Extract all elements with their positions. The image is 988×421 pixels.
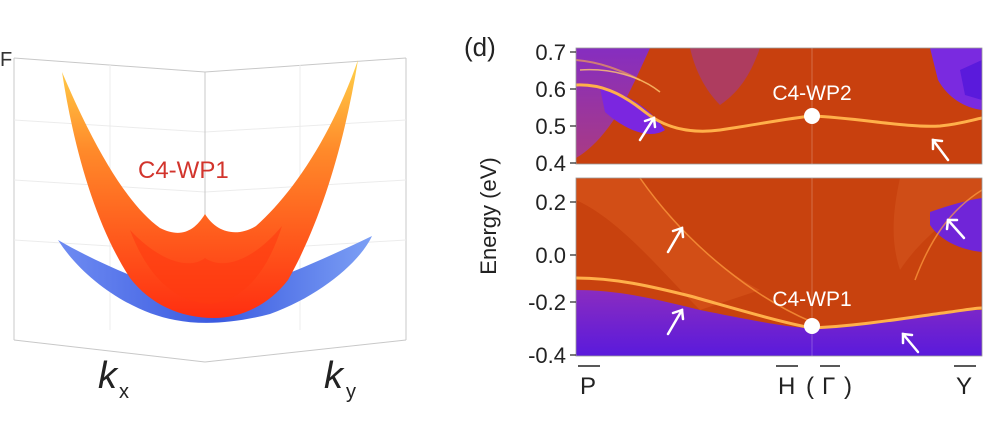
c4-wp1-label: C4-WP1 [772,288,851,311]
x-tick-y: Y [956,373,972,400]
x-tick-paren-close: ) [844,373,852,400]
svg-text:k: k [98,355,119,397]
upper-band-surface [62,60,358,318]
cone-plot: C4-WP1 F k x k y [0,49,407,403]
y-tick: -0.2 [528,290,566,315]
arrow-icon [666,226,685,254]
y-tick: 0.0 [535,243,566,268]
surface-state-arrows [638,116,966,354]
kx-axis-label: k x [98,355,129,403]
svg-text:k: k [324,355,345,397]
c4-wp2-point [804,108,820,124]
y-tick: 0.2 [535,190,566,215]
panel-label: (d) [464,32,496,62]
lower-band-surface [58,236,372,323]
c4-wp1-point [804,318,820,334]
ky-axis-label: k y [324,355,356,403]
upper-spectrum [576,48,982,164]
arrow-icon [945,218,966,240]
y-axis-label: Energy (eV) [476,157,501,274]
c4-wp2-label: C4-WP2 [772,82,851,105]
x-tick-p: P [580,373,596,400]
arrow-icon [638,116,657,142]
arrow-icon [666,308,685,336]
y-tick: -0.4 [528,343,566,368]
x-tick-h: H [778,373,795,400]
x-axis: P H ( Γ ) Y [578,365,976,400]
y-tick: 0.6 [535,77,566,102]
arrow-icon [931,138,950,162]
svg-text:y: y [346,381,356,403]
arrow-icon [901,332,920,354]
cone-label: C4-WP1 [138,157,229,184]
y-tick: 0.4 [535,151,566,176]
y-tick: 0.5 [535,114,566,139]
svg-text:x: x [119,381,129,403]
y-tick: 0.7 [535,40,566,65]
x-tick-paren-open: ( [806,373,814,400]
lower-spectrum [576,178,982,356]
corner-letter: F [0,49,12,71]
x-tick-gamma: Γ [822,373,835,400]
